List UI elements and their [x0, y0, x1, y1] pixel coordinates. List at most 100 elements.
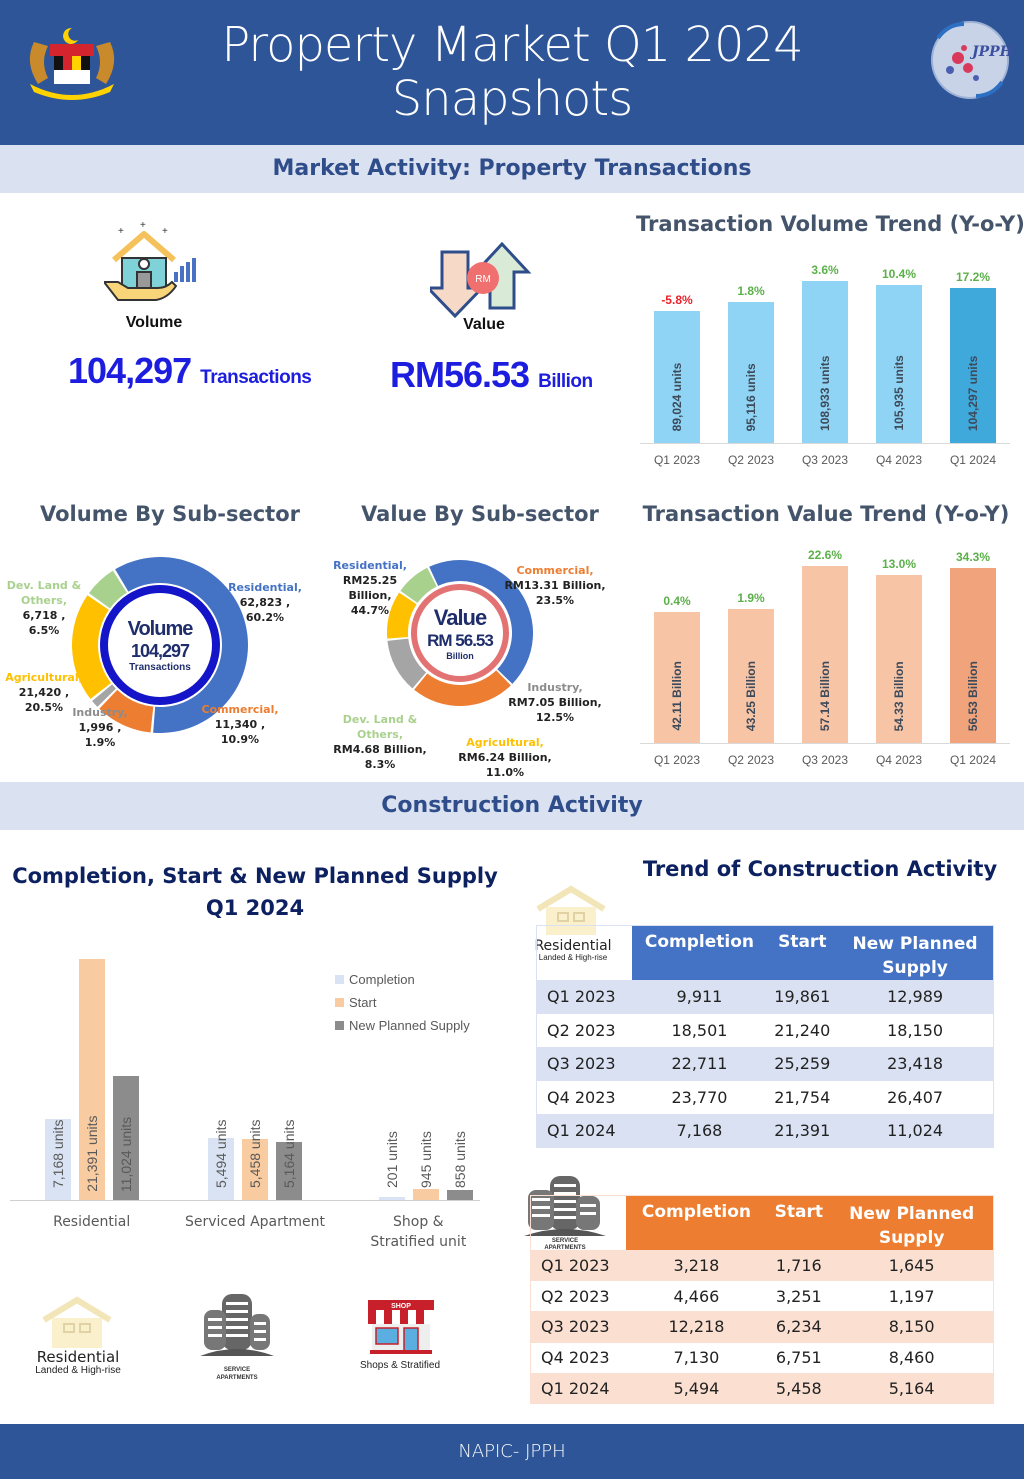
yoy-change-label: 0.4% — [663, 594, 691, 609]
page-footer: NAPIC- JPPH — [0, 1424, 1024, 1479]
donut-data-label: Commercial, RM13.31 Billion, 23.5% — [500, 563, 610, 608]
donut-data-label: Residential, RM25.25 Billion, 44.7% — [320, 558, 420, 618]
x-tick-label: Q2 2023 — [727, 753, 775, 767]
donut-inner-ring — [100, 585, 220, 705]
yoy-change-label: 1.8% — [737, 283, 765, 298]
donut-slice-dev-land-others — [400, 567, 437, 603]
construction-chart-title-line1: Completion, Start & New Planned Supply — [12, 864, 498, 888]
table-cell: 1,645 — [888, 1255, 935, 1275]
x-tick-label: Q1 2024 — [949, 753, 997, 767]
bar — [242, 1138, 268, 1200]
trend-table: Completion Start New Planned Supply Q1 2023 3… — [530, 1195, 994, 1405]
bar — [950, 287, 996, 443]
service-apartments-icon — [200, 1294, 274, 1356]
slice-value: 6,718 , — [22, 609, 66, 622]
service-caption-line2: APARTMENTS — [216, 1375, 258, 1381]
table-cell: 25,259 — [774, 1054, 831, 1074]
bar-value-label: 89,024 units — [670, 362, 684, 431]
table-header-row: Completion Start New Planned Supply — [537, 925, 994, 981]
table-cell: 7,168 — [676, 1121, 723, 1141]
table-row: Q3 2023 12,218 6,234 8,150 — [530, 1311, 994, 1343]
market-activity-band: Market Activity: Property Transactions — [0, 145, 1024, 193]
donut-data-label: Dev. Land & Others, 6,718 , 6.5% — [4, 578, 84, 638]
x-tick-label: Shop & Stratified unit — [337, 1212, 500, 1252]
donut-slice-residential — [115, 557, 248, 733]
volume-center-unit: Transactions — [129, 661, 191, 673]
service-table-caption-line1: SERVICE — [551, 1238, 579, 1244]
bar — [447, 1190, 474, 1200]
value-label: Value — [463, 316, 505, 333]
donut-data-label: Residential, 62,823 , 60.2% — [225, 580, 305, 625]
slice-name: Residential, — [333, 559, 407, 572]
donut-slice-industry — [387, 638, 427, 689]
bar — [78, 959, 105, 1200]
x-tick-label: Serviced Apartment — [173, 1212, 336, 1232]
bar-value-label: 858 units — [452, 1131, 469, 1188]
slice-percent: 8.3% — [364, 758, 396, 771]
x-axis-line — [10, 1200, 480, 1201]
legend-swatch — [335, 1021, 344, 1030]
x-tick-label: Q1 2023 — [653, 753, 701, 767]
table-header-blank — [537, 926, 632, 981]
service-caption-line1: SERVICE — [223, 1367, 251, 1373]
bar-value-label: 43.25 Billion — [744, 660, 758, 731]
bar-value-label: 11,024 units — [117, 1116, 134, 1192]
slice-name: Dev. Land & Others, — [342, 713, 418, 741]
svg-text:JPPH: JPPH — [969, 44, 1012, 60]
table-header-new-planned-supply: New Planned Supply — [830, 1195, 994, 1250]
legend-swatch — [335, 998, 344, 1007]
slice-value: RM7.05 Billion, — [508, 696, 602, 709]
row-period: Q4 2023 — [541, 1348, 610, 1368]
yoy-change-label: 34.3% — [955, 549, 991, 564]
bar — [654, 310, 700, 443]
bar-value-label: 54.33 Billion — [892, 660, 906, 731]
svg-text:+: + — [140, 220, 146, 231]
yoy-change-label: 3.6% — [811, 263, 839, 278]
slice-percent: 11.0% — [485, 766, 525, 779]
table-cell: 23,418 — [887, 1054, 944, 1074]
slice-name: Commercial, — [201, 703, 279, 716]
row-period: Q4 2023 — [547, 1087, 616, 1107]
slice-name: Commercial, — [516, 564, 594, 577]
table-row: Q2 2023 18,501 21,240 18,150 — [536, 1013, 994, 1047]
yoy-change-label: 13.0% — [881, 556, 917, 571]
slice-value: RM25.25 Billion, — [342, 574, 398, 602]
shop-caption: Shops & Stratified — [359, 1360, 441, 1371]
volume-trend-title: Transaction Volume Trend (Y-o-Y) — [636, 212, 1024, 236]
trend-table: Completion Start New Planned Supply Q1 2023 9… — [536, 925, 994, 1148]
bar — [876, 285, 922, 443]
table-cell: 21,240 — [774, 1020, 831, 1040]
title-line-1: Property Market Q1 2024 — [221, 17, 803, 73]
table-row: Q3 2023 22,711 25,259 23,418 — [536, 1047, 994, 1081]
table-header-completion: Completion — [625, 1195, 768, 1250]
x-tick-label: Q4 2023 — [875, 753, 923, 767]
yoy-change-label: 1.9% — [737, 590, 765, 605]
bar — [208, 1138, 234, 1200]
table-row: Q2 2023 4,466 3,251 1,197 — [530, 1280, 994, 1312]
table-cell: 3,251 — [775, 1286, 822, 1306]
service-table-caption: SERVICE APARTMENTS — [520, 1238, 610, 1252]
yoy-change-label: 22.6% — [807, 547, 843, 562]
volume-unit: Transactions — [200, 367, 312, 388]
bar — [379, 1197, 406, 1200]
table-cell: 6,234 — [775, 1317, 822, 1337]
construction-activity-band: Construction Activity — [0, 782, 1024, 830]
donut-data-label: Commercial, 11,340 , 10.9% — [200, 702, 280, 747]
table-cell: 21,754 — [774, 1087, 831, 1107]
slice-name: Industry, — [72, 706, 128, 719]
header-line1: New Planned — [852, 934, 978, 954]
residential-caption-line1: Residential — [36, 1348, 120, 1366]
x-tick-line1: Serviced Apartment — [185, 1214, 325, 1230]
table-cell: 7,130 — [673, 1348, 720, 1368]
row-period: Q1 2023 — [547, 987, 616, 1006]
bar-value-label: 42.11 Billion — [670, 661, 684, 731]
slice-percent: 10.9% — [220, 733, 260, 746]
table-cell: 21,391 — [774, 1121, 831, 1141]
slice-percent: 6.5% — [28, 624, 60, 637]
bar-value-label: 7,168 units — [49, 1119, 66, 1189]
x-tick-label: Q4 2023 — [875, 453, 923, 467]
table-cell: 5,458 — [775, 1379, 822, 1399]
slice-value: RM6.24 Billion, — [458, 751, 552, 764]
construction-bar-chart: 7,168 units 21,391 units 11,024 units Resid… — [10, 950, 500, 1260]
row-period: Q3 2023 — [547, 1054, 616, 1074]
